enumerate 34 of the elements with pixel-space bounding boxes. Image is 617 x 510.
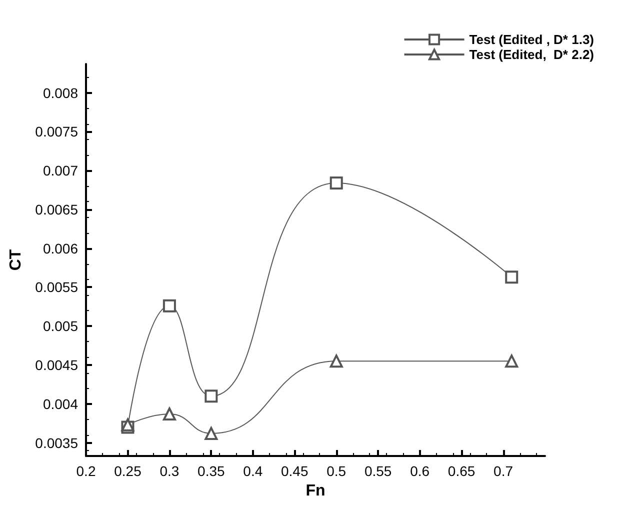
x-tick-label: 0.25 [114,463,142,479]
point [162,408,176,420]
x-axis-title: Fn [306,482,326,500]
point [330,176,343,190]
x-tick-label: 0.7 [494,463,514,479]
point [505,270,518,284]
x-tick-label: 0.5 [326,463,346,479]
y-tick-label: 0.0075 [35,124,78,140]
y-tick-label: 0.008 [42,84,78,101]
x-tick-label: 0.6 [410,463,430,479]
legend-label: Test (Edited, D* 2.2) [469,47,594,62]
x-tick-label: 0.65 [448,463,476,479]
y-tick-label: 0.005 [42,318,78,334]
point [121,418,134,432]
x-tick-label: 0.35 [198,463,226,479]
point [204,390,218,403]
x-tick-label: 0.2 [76,463,96,479]
point [330,354,343,368]
point [505,354,518,368]
y-tick-label: 0.004 [42,396,78,412]
y-tick-label: 0.0065 [35,201,78,218]
legend-label: Test (Edited , D* 1.3) [469,32,594,47]
x-tick-label: 0.45 [281,463,308,479]
x-tick-label: 0.3 [160,463,180,479]
y-axis-title: CT [8,249,24,271]
y-tick-label: 0.007 [42,162,78,179]
point [162,299,176,312]
y-tick-label: 0.0035 [35,434,78,451]
y-tick-label: 0.0055 [35,279,78,296]
x-tick-label: 0.4 [243,463,263,479]
x-tick-label: 0.55 [364,463,392,479]
y-tick-label: 0.0045 [35,357,78,373]
point [204,426,218,440]
y-tick-label: 0.006 [42,240,78,256]
